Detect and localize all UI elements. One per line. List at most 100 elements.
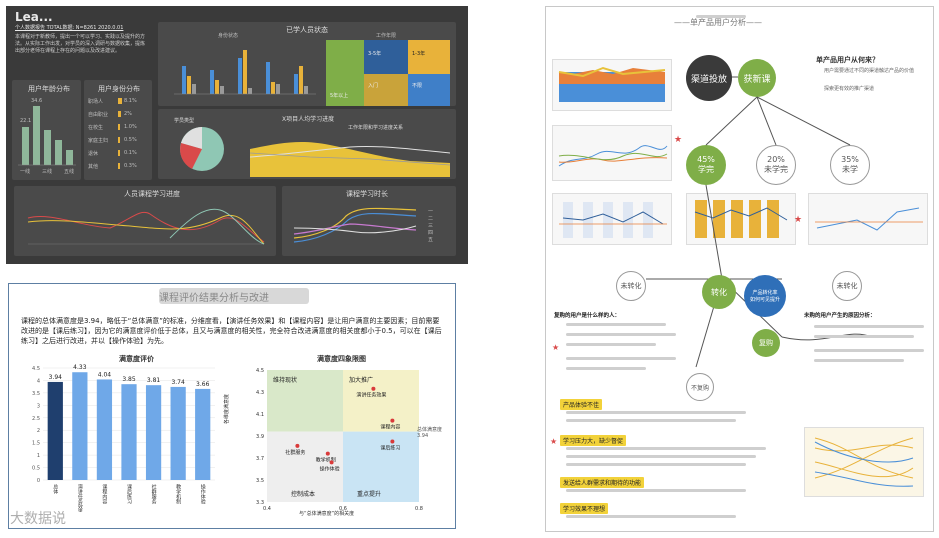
- bubble-unfinished: 20% 未学完: [756, 145, 796, 185]
- x-category-label: 社群服务: [151, 483, 157, 505]
- scatter-point: [390, 439, 395, 444]
- legend-item: 四: [428, 230, 434, 236]
- line2-legend: 一 二 三 四 五: [428, 208, 433, 243]
- treemap-label-4: 入门: [368, 83, 379, 89]
- quadrant-label: 重点提升: [357, 490, 381, 498]
- bar: [47, 381, 63, 480]
- bubble-no-convert-left: 未转化: [616, 271, 646, 301]
- report-body: 课程的总体满意度是3.94，略低于“总体满意”的标准，分维度看，【演讲任务效果】…: [21, 317, 442, 345]
- bubble-no-convert-right: 未转化: [832, 271, 862, 301]
- job-label: 家庭主妇: [88, 138, 109, 144]
- y-tick-label: 4.1: [256, 412, 264, 418]
- dashboard-title: Lea...: [15, 10, 53, 24]
- age-bar-3: [44, 130, 51, 165]
- status-right-sub: 工作年限: [376, 33, 397, 39]
- age-label-3: 三线: [42, 169, 53, 175]
- job-label: 其他: [88, 164, 99, 170]
- bubble-channel: 渠道投放: [686, 55, 732, 101]
- doc-thumb-5: [808, 193, 928, 245]
- treemap-label-3: 1-3年: [412, 51, 426, 57]
- age-value-2: 34.6: [31, 98, 43, 104]
- bubble-notstarted: 35% 未学: [830, 145, 870, 185]
- quad-note: 总体满意度 3.94: [417, 427, 443, 439]
- y-tick-label: 1.5: [32, 441, 40, 447]
- bar-value-label: 4.04: [98, 371, 112, 378]
- job-label: 职场人: [88, 99, 104, 105]
- bubble-repurchase: 复购: [752, 329, 780, 357]
- x-category-label: 总体: [52, 483, 58, 495]
- line-title: 人员课程学习进度: [124, 190, 180, 198]
- line2-chart: [293, 207, 417, 243]
- legend-item: 一: [428, 209, 434, 215]
- x-category-label: 操作体验: [200, 483, 206, 505]
- right-line-1: 用户需要通过不同的渠道触达产品的价值: [824, 68, 915, 74]
- quadrant-label: 加大推广: [349, 376, 373, 384]
- age-label-1: 一线: [20, 169, 31, 175]
- status-left-sub: 身份状态: [218, 33, 239, 39]
- scatter-point-label: 课程内容: [380, 424, 400, 431]
- line2-title: 课程学习时长: [346, 190, 388, 198]
- star-icon: ★: [674, 135, 683, 145]
- area-chart: [250, 142, 450, 177]
- x-tick-label: 0.8: [415, 506, 423, 512]
- job-value: 0.1%: [124, 150, 137, 156]
- quad-chart-title: 满意度四象限图: [317, 355, 366, 363]
- treemap: [326, 40, 450, 106]
- quadrant: [267, 370, 343, 432]
- treemap-label-5: 不限: [412, 83, 423, 89]
- job-label: 在校生: [88, 125, 104, 131]
- flow-diagram: [814, 437, 914, 487]
- scatter-point: [329, 460, 334, 465]
- y-tick-label: 3.5: [256, 478, 264, 484]
- quadrant-label: 维持现状: [273, 376, 297, 384]
- x-category-label: 课后练习: [126, 483, 132, 505]
- job-value: 0.3%: [124, 163, 137, 169]
- report-title: 课程评价结果分析与改进: [159, 293, 269, 304]
- bar-value-label: 3.85: [122, 376, 136, 383]
- age-label-5: 五线: [64, 169, 75, 175]
- doc-thumb-1: [552, 59, 672, 111]
- scatter-point-label: 社群服务: [285, 449, 305, 456]
- line-chart: [27, 208, 265, 245]
- quad-xlabel: 与“总体满意度”的相关度: [299, 511, 355, 517]
- thumb-bar-line: [559, 202, 667, 238]
- area-title: X项目人均学习进度: [282, 116, 335, 123]
- age-title: 用户年龄分布: [28, 85, 70, 93]
- doc-thumb-flow: [804, 427, 924, 497]
- thumb-area-chart: [558, 66, 666, 102]
- bar: [170, 386, 186, 480]
- highlight-1: 产品体验不佳: [560, 399, 603, 410]
- job-distribution-card: 用户身份分布 职场人 8.1% 自由职业 2% 在校生 1.0% 家庭主妇 0.5% 退…: [84, 80, 152, 180]
- bar: [72, 372, 88, 480]
- quadrant: [343, 431, 419, 502]
- mindmap-document: ——单产品用户分析—— ★ 渠道投放 获新课 单产品用户从何来？ 用户需要通过不…: [545, 6, 934, 532]
- legend-item: 三: [428, 223, 434, 229]
- bar-value-label: 4.33: [73, 364, 87, 371]
- bar: [121, 384, 137, 480]
- quadrant-label: 控制成本: [291, 490, 315, 498]
- status-card: 已学人员状态 身份状态 工作年限 5年以上 3-5年 1-3年 入门 不限: [158, 22, 456, 106]
- x-category-label: 演讲任务效果: [77, 483, 83, 512]
- bubble-finished: 45% 学完: [686, 145, 726, 185]
- bar-value-label: 3.74: [171, 379, 185, 386]
- dashboard-image: Lea... 个人数据报告 TOTAL数据: N=8261 2020.0.01 …: [6, 6, 468, 264]
- bar-value-label: 3.81: [147, 377, 161, 384]
- legend-item: 五: [428, 237, 434, 243]
- doc-thumb-4: [686, 193, 796, 245]
- progress-card: 学员类型 X项目人均学习进度 工作年限和学习进度关系: [158, 109, 456, 179]
- duration-card: 课程学习时长 一 二 三 四 五: [282, 186, 456, 256]
- y-tick-label: 1: [37, 453, 40, 459]
- scatter-point-label: 教学机制: [316, 457, 336, 464]
- job-title: 用户身份分布: [98, 85, 140, 93]
- x-category-label: 教学机制: [175, 483, 181, 505]
- legend-item: 二: [428, 216, 434, 222]
- scatter-point-label: 演讲任务效果: [356, 392, 386, 399]
- highlight-2: 学习压力大，缺少督促: [560, 435, 627, 446]
- bar-chart-title: 满意度评价: [119, 355, 154, 363]
- status-bar-chart: [174, 50, 316, 95]
- doc-title: ——单产品用户分析——: [674, 18, 762, 27]
- section1-title: 复购的用户是什么样的人：: [554, 313, 621, 319]
- job-list: 职场人 8.1% 自由职业 2% 在校生 1.0% 家庭主妇 0.5% 退休 0.1% 其…: [88, 96, 150, 174]
- pie-chart: [180, 127, 224, 171]
- dashboard-subtitle: 个人数据报告 TOTAL数据: N=8261 2020.0.01: [15, 25, 124, 31]
